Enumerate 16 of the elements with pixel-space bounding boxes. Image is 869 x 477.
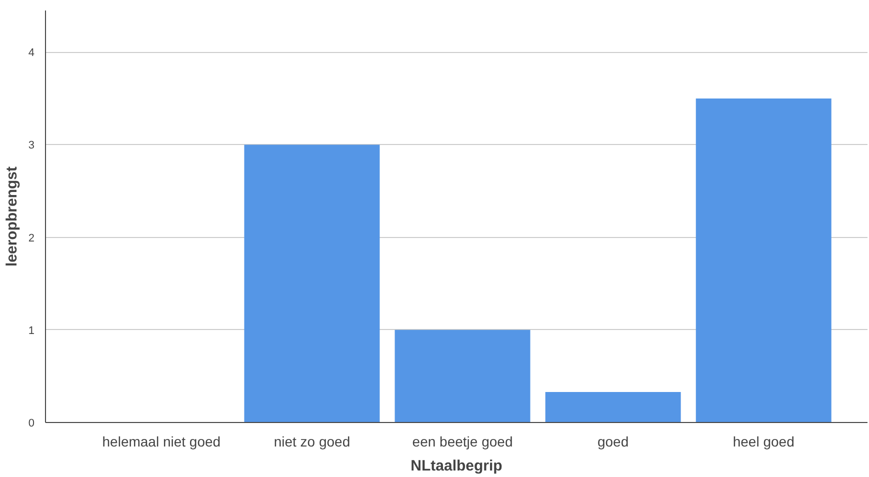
y-tick-label: 1 (28, 324, 35, 337)
y-tick-label: 3 (28, 140, 35, 152)
bar (545, 392, 681, 422)
y-tick-label: 4 (28, 47, 35, 60)
x-axis-title: NLtaalbegrip (410, 458, 502, 474)
y-tick-label: 0 (28, 418, 35, 430)
x-tick-label: goed (598, 434, 629, 450)
bar (394, 330, 530, 422)
x-tick-label: helemaal niet goed (102, 434, 221, 450)
bar (244, 144, 380, 422)
y-tick-label: 2 (28, 232, 35, 244)
bar (696, 98, 832, 422)
y-axis-title: leeropbrengst (3, 166, 20, 267)
x-tick-label: een beetje goed (412, 434, 513, 450)
x-tick-label: heel goed (732, 434, 794, 450)
x-tick-label: niet zo goed (274, 434, 350, 450)
